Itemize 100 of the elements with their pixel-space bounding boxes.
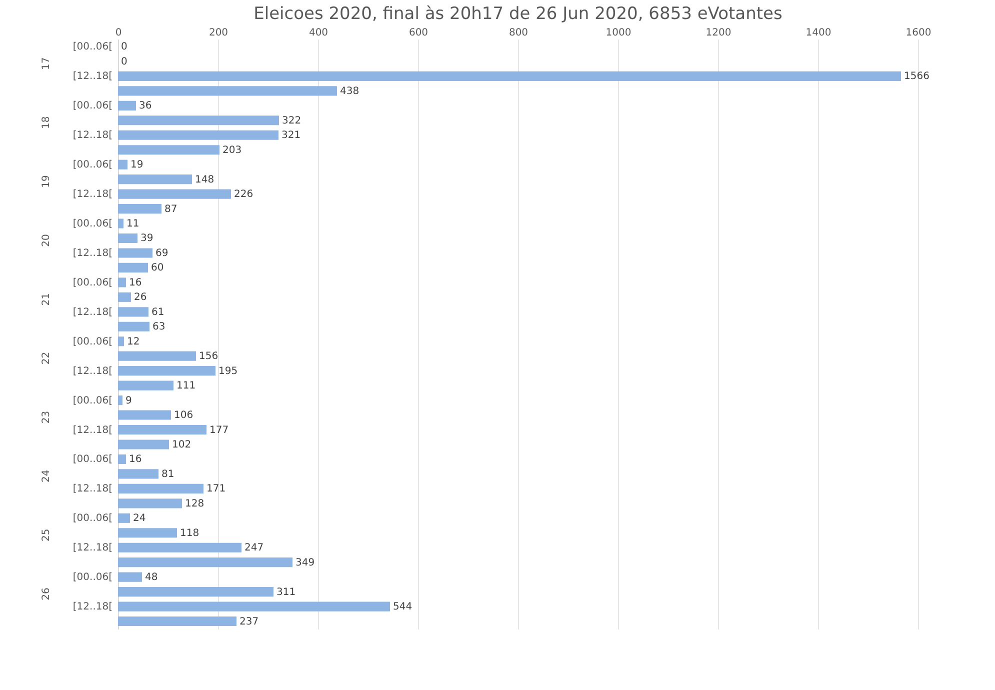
- x-tick-label: 1400: [806, 28, 832, 38]
- bar: [118, 336, 124, 346]
- x-tick-label: 600: [408, 28, 428, 38]
- data-label: 195: [218, 366, 238, 377]
- y-tick-label: [12..18[: [72, 248, 112, 259]
- text: 23: [41, 410, 52, 424]
- bar: [118, 262, 148, 272]
- data-label: 39: [140, 233, 154, 244]
- data-label: 118: [180, 528, 200, 539]
- data-label: 203: [222, 144, 242, 156]
- data-label: 19: [130, 160, 144, 171]
- y-tick-label: [00..06[: [72, 572, 112, 584]
- y-tick-label: [00..06[: [72, 336, 112, 348]
- y-tick-label: [00..06[: [72, 160, 112, 171]
- data-label: 111: [176, 380, 196, 392]
- data-label: 0: [121, 42, 128, 53]
- text: 24: [41, 470, 52, 483]
- bar: [118, 218, 124, 228]
- x-tick-label: 1200: [706, 28, 732, 38]
- bar: [118, 542, 242, 552]
- bar: [118, 424, 206, 435]
- x-tick-label: 400: [308, 28, 328, 38]
- data-label: 247: [244, 542, 264, 554]
- y-tick-label: [12..18[: [72, 484, 112, 495]
- data-label: 69: [156, 248, 168, 259]
- bar: [118, 174, 192, 184]
- bar: [118, 160, 128, 170]
- data-label: 148: [195, 174, 214, 186]
- text: 26: [41, 588, 52, 600]
- bar: [118, 307, 148, 317]
- y-tick-label: [12..18[: [72, 542, 112, 554]
- bar: [118, 233, 138, 244]
- bar: [118, 558, 292, 568]
- bar: [118, 189, 231, 199]
- bar: [118, 616, 236, 626]
- data-label: 11: [126, 218, 140, 230]
- bar: [118, 587, 274, 597]
- bar: [118, 100, 136, 110]
- data-label: 36: [139, 100, 152, 112]
- data-label: 106: [174, 410, 194, 422]
- bar: [118, 454, 126, 464]
- bar: [118, 351, 196, 361]
- bar: [118, 86, 337, 96]
- bar: [118, 366, 216, 376]
- data-label: 544: [393, 602, 412, 613]
- y-tick-label: [00..06[: [72, 277, 112, 288]
- bar: [118, 204, 162, 214]
- text: 25: [41, 528, 52, 542]
- data-label: 16: [129, 277, 142, 288]
- y-tick-label: [00..06[: [72, 218, 112, 230]
- bar: [118, 602, 390, 612]
- bar: [118, 440, 169, 450]
- y-tick-label: [12..18[: [72, 424, 112, 436]
- bar: [118, 410, 171, 420]
- bar: [118, 396, 122, 406]
- data-label: 63: [152, 322, 166, 333]
- x-tick-label: 200: [208, 28, 228, 38]
- data-label: 171: [206, 484, 226, 495]
- data-label: 321: [282, 130, 301, 142]
- data-label: 60: [151, 262, 164, 274]
- chart-title: Eleicoes 2020, final às 20h17 de 26 Jun 2020, 6853 eVotantes: [254, 4, 783, 24]
- bar: [118, 322, 150, 332]
- bar: [118, 572, 142, 582]
- text: 17: [41, 57, 52, 70]
- x-tick-label: 0: [115, 28, 122, 38]
- y-tick-label: [00..06[: [72, 513, 112, 524]
- y-tick-label: [00..06[: [72, 454, 112, 466]
- data-label: 1566: [904, 71, 930, 82]
- y-tick-label: [00..06[: [72, 100, 112, 112]
- bar: [118, 292, 131, 302]
- bar: [118, 248, 152, 258]
- data-label: 237: [240, 616, 259, 628]
- bar: [118, 116, 279, 126]
- data-label: 61: [152, 306, 164, 318]
- bar: [118, 380, 174, 390]
- data-label: 438: [340, 86, 360, 97]
- y-tick-label: [12..18[: [72, 602, 112, 613]
- data-label: 26: [134, 292, 147, 304]
- y-tick-label: [12..18[: [72, 130, 112, 142]
- data-label: 16: [129, 454, 142, 466]
- data-label: 349: [296, 557, 315, 568]
- data-label: 226: [234, 189, 254, 200]
- bar: [118, 469, 158, 479]
- text: 19: [41, 175, 52, 188]
- data-label: 177: [210, 424, 229, 436]
- y-tick-label: [12..18[: [72, 189, 112, 200]
- text: 18: [41, 116, 52, 129]
- bar: [118, 145, 220, 155]
- data-label: 9: [126, 395, 132, 406]
- y-tick-label: [00..06[: [72, 42, 112, 53]
- bar: [118, 528, 177, 538]
- data-label: 48: [145, 572, 158, 584]
- bar: [118, 498, 182, 508]
- data-label: 81: [162, 468, 174, 480]
- y-tick-label: [12..18[: [72, 306, 112, 318]
- text: 22: [41, 352, 52, 365]
- data-label: 128: [185, 498, 204, 510]
- x-tick-label: 800: [508, 28, 528, 38]
- data-label: 0: [121, 56, 128, 68]
- bar: [118, 71, 901, 81]
